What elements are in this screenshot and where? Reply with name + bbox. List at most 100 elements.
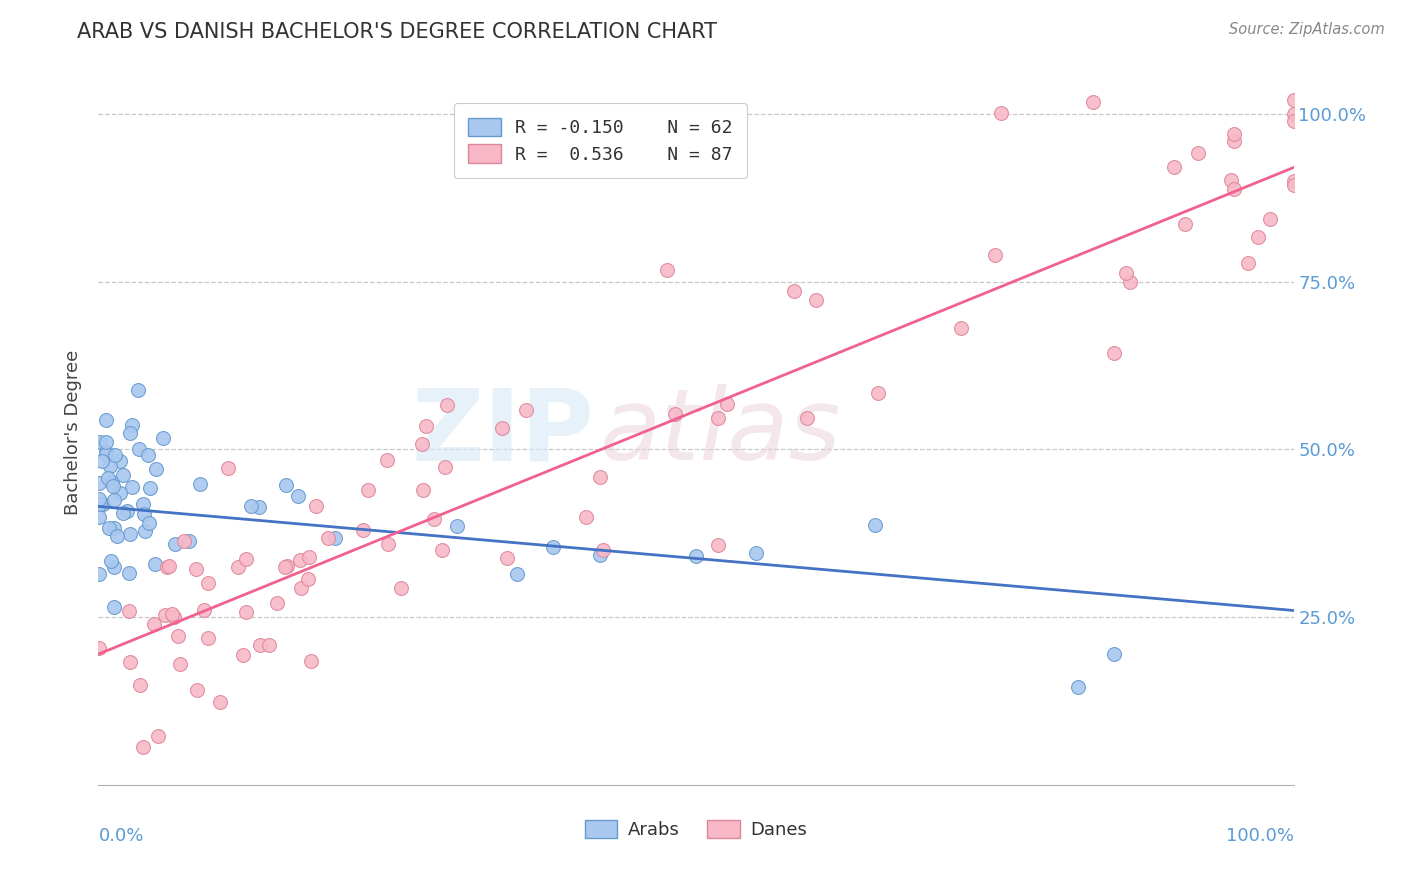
Point (1222, 134, 1244, 148)
Point (782, 284, 804, 298)
Point (249, 638, 271, 652)
Point (377, 536, 399, 550)
Point (94, 445, 117, 459)
Point (1104, 346, 1126, 360)
Point (1258, 212, 1281, 227)
Point (304, 500, 326, 514)
Text: ARAB VS DANISH BACHELOR'S DEGREE CORRELATION CHART: ARAB VS DANISH BACHELOR'S DEGREE CORRELA… (77, 22, 717, 42)
Point (103, 492, 125, 507)
Point (984, 248, 1007, 262)
Point (128, 442, 150, 457)
Point (97, 471, 120, 485)
Point (1223, 128, 1246, 142)
Point (87, 641, 110, 656)
Point (186, 682, 208, 697)
Text: atlas: atlas (600, 384, 842, 481)
Point (1282, 106, 1305, 120)
Point (655, 263, 678, 277)
Point (157, 559, 180, 574)
Y-axis label: Bachelor's Degree: Bachelor's Degree (63, 350, 82, 516)
Point (129, 678, 152, 692)
Point (107, 529, 129, 543)
Point (430, 542, 453, 557)
Point (1187, 145, 1209, 160)
Point (155, 607, 177, 622)
Point (664, 407, 686, 421)
Point (866, 385, 889, 400)
Point (108, 486, 131, 500)
Point (232, 648, 254, 663)
Point (131, 740, 153, 755)
Point (152, 431, 174, 445)
Point (235, 551, 257, 566)
Point (115, 504, 138, 518)
Point (121, 417, 143, 432)
Point (160, 607, 183, 621)
Point (412, 483, 434, 497)
Point (1081, 95, 1104, 110)
Point (288, 552, 311, 566)
Point (111, 468, 134, 483)
Point (515, 402, 537, 417)
Point (89, 566, 111, 581)
Point (589, 469, 612, 483)
Point (316, 532, 339, 546)
Point (949, 320, 972, 334)
Point (177, 534, 200, 549)
Point (166, 628, 188, 642)
Point (446, 518, 468, 533)
Point (173, 533, 195, 548)
Point (274, 560, 297, 574)
Point (1119, 275, 1142, 289)
Point (1282, 114, 1305, 128)
Point (217, 461, 239, 475)
Point (865, 518, 887, 533)
Point (143, 617, 166, 632)
Point (104, 448, 127, 462)
Point (323, 531, 346, 545)
Point (266, 596, 288, 610)
Point (98, 520, 121, 534)
Point (156, 560, 179, 574)
Point (257, 638, 280, 652)
Point (1174, 217, 1197, 231)
Point (239, 499, 262, 513)
Point (706, 411, 728, 425)
Point (1163, 160, 1185, 174)
Point (120, 425, 142, 440)
Point (101, 475, 124, 489)
Point (103, 599, 125, 614)
Point (375, 453, 398, 467)
Point (112, 506, 135, 520)
Point (352, 523, 374, 537)
Point (132, 497, 155, 511)
Text: Source: ZipAtlas.com: Source: ZipAtlas.com (1229, 22, 1385, 37)
Point (592, 543, 614, 558)
Point (138, 481, 160, 495)
Point (745, 546, 768, 560)
Point (290, 581, 312, 595)
Point (235, 605, 257, 619)
Point (101, 479, 124, 493)
Point (276, 558, 298, 573)
Point (100, 554, 122, 568)
Point (298, 549, 321, 564)
Point (411, 437, 433, 451)
Text: ZIP: ZIP (412, 384, 595, 481)
Point (299, 654, 322, 668)
Point (297, 573, 319, 587)
Point (796, 410, 818, 425)
Point (103, 560, 125, 574)
Point (541, 540, 564, 554)
Point (91, 454, 114, 468)
Point (1222, 182, 1244, 196)
Point (134, 524, 156, 539)
Point (1237, 256, 1260, 270)
Point (1282, 94, 1305, 108)
Point (197, 576, 219, 591)
Point (1220, 173, 1243, 187)
Point (94, 434, 117, 449)
Point (138, 516, 160, 530)
Point (127, 383, 149, 397)
Point (716, 397, 738, 411)
